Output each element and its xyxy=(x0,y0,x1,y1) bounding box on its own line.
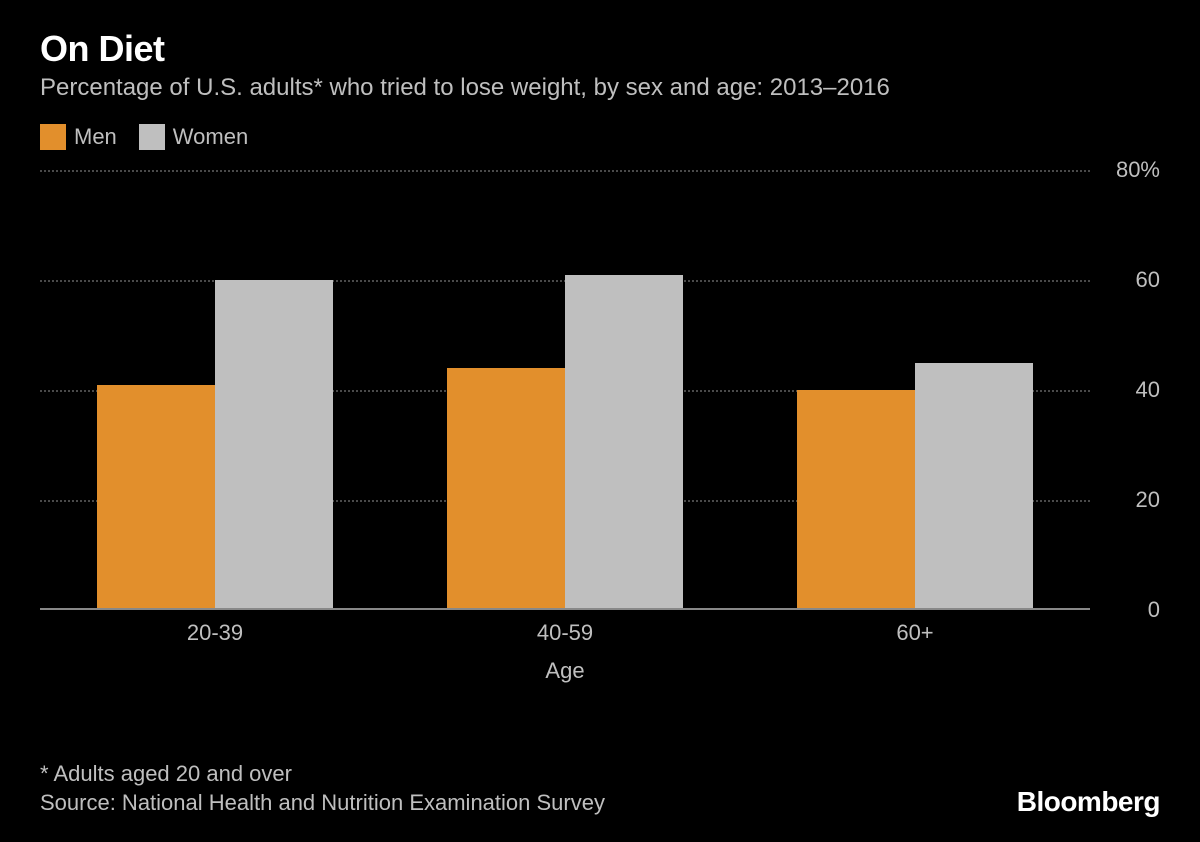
bar-women xyxy=(565,275,683,611)
chart-subtitle: Percentage of U.S. adults* who tried to … xyxy=(40,74,1160,102)
bar-men xyxy=(447,368,565,610)
y-tick-label: 20 xyxy=(1124,487,1160,513)
source-line: Source: National Health and Nutrition Ex… xyxy=(40,788,1160,818)
baseline xyxy=(40,608,1090,610)
legend-label-women: Women xyxy=(173,124,248,150)
x-axis-title: Age xyxy=(40,658,1090,684)
x-tick-label: 20-39 xyxy=(40,620,390,646)
bar-group xyxy=(40,170,390,610)
chart-container: On Diet Percentage of U.S. adults* who t… xyxy=(0,0,1200,842)
bar-pair xyxy=(447,170,683,610)
x-tick-label: 40-59 xyxy=(390,620,740,646)
legend-item-women: Women xyxy=(139,124,248,150)
bar-women xyxy=(215,280,333,610)
legend-swatch-women xyxy=(139,124,165,150)
bar-women xyxy=(915,363,1033,611)
y-axis-labels: 020406080% xyxy=(1096,170,1160,610)
y-tick-label: 0 xyxy=(1136,597,1160,623)
legend-swatch-men xyxy=(40,124,66,150)
legend: Men Women xyxy=(40,124,1160,150)
x-tick-label: 60+ xyxy=(740,620,1090,646)
chart-area: 020406080% 20-3940-5960+ Age xyxy=(40,170,1160,670)
y-tick-label: 60 xyxy=(1124,267,1160,293)
bar-pair xyxy=(97,170,333,610)
legend-item-men: Men xyxy=(40,124,117,150)
plot-area xyxy=(40,170,1090,610)
y-tick-label: 40 xyxy=(1124,377,1160,403)
x-axis-labels: 20-3940-5960+ xyxy=(40,620,1090,646)
y-tick-label: 80% xyxy=(1104,157,1160,183)
footer: * Adults aged 20 and over Source: Nation… xyxy=(40,759,1160,818)
bar-group xyxy=(390,170,740,610)
footnote: * Adults aged 20 and over xyxy=(40,759,1160,789)
bar-group xyxy=(740,170,1090,610)
chart-title: On Diet xyxy=(40,28,1160,70)
bar-men xyxy=(97,385,215,611)
bar-groups xyxy=(40,170,1090,610)
legend-label-men: Men xyxy=(74,124,117,150)
brand-logo: Bloomberg xyxy=(1017,786,1160,818)
bar-men xyxy=(797,390,915,610)
bar-pair xyxy=(797,170,1033,610)
